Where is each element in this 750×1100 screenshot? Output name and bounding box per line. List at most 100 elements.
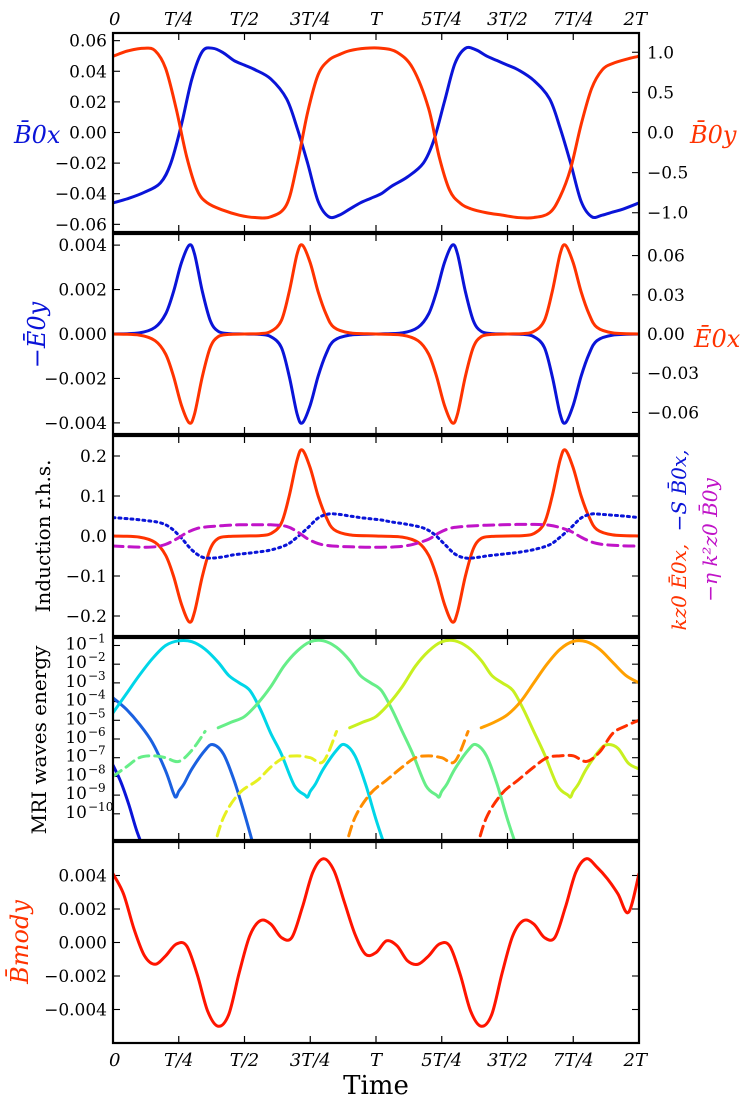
y-tick-label: 10 bbox=[65, 765, 87, 785]
panel-frame bbox=[111, 636, 641, 842]
y-tick-label-right: 0.06 bbox=[647, 247, 685, 267]
y-tick-label: 0.002 bbox=[58, 281, 107, 301]
series-line bbox=[113, 763, 142, 840]
eta-k-b0y-label: −η k²z0 B̄0y bbox=[697, 478, 722, 602]
panel-3: 0.2 0.1 0.0 −0.1 −0.2 bbox=[66, 434, 641, 638]
panel-1-ylabel-right: B̄0y bbox=[689, 121, 737, 149]
y-tick-label: 10 bbox=[65, 672, 87, 692]
series-group bbox=[113, 45, 639, 220]
y-tick-label-right: −0.06 bbox=[647, 403, 699, 423]
x-tick-label: 5T/4 bbox=[421, 9, 462, 30]
y-tick-label: 0.004 bbox=[58, 236, 107, 256]
y-tick-label-right: 1.0 bbox=[647, 43, 674, 63]
y-tick-label: 0.02 bbox=[69, 93, 107, 113]
series-line bbox=[113, 243, 639, 425]
y-tick-label: −0.002 bbox=[44, 967, 107, 987]
plots: 0 T/4 T/2 3T/4 T 5T/4 3T/2 7T/4 2T 0.06 0.04 0.02 0.… bbox=[44, 9, 699, 1071]
y-tick-label: 0.04 bbox=[69, 62, 107, 82]
b0y-label: B̄0y bbox=[689, 121, 737, 149]
y-tick-label: 0.000 bbox=[58, 325, 107, 345]
x-tick-label: 2T bbox=[623, 9, 649, 30]
y-tick-exponent: −8 bbox=[88, 762, 106, 776]
series-line bbox=[113, 448, 639, 624]
y-tick-label: 0.0 bbox=[80, 527, 107, 547]
y-tick-label: −0.04 bbox=[55, 185, 107, 205]
kz0-e0x-label: kz0 Ē0x, bbox=[667, 544, 691, 631]
time-axis-label: Time bbox=[343, 1071, 409, 1100]
series-group bbox=[113, 857, 639, 1028]
panel-frame bbox=[111, 31, 641, 234]
y-tick-label: 0.004 bbox=[58, 867, 107, 887]
y-tick-label: 10 bbox=[65, 728, 87, 748]
e0y-label: −Ē0y bbox=[23, 301, 51, 368]
sb0x-label: −S B̄0x, bbox=[666, 450, 691, 532]
y-tick-exponent: −2 bbox=[88, 650, 106, 664]
series-line bbox=[113, 46, 639, 220]
b0x-label: B̄0x bbox=[13, 121, 61, 149]
bmody-label: B̄mody bbox=[6, 900, 34, 985]
induction-label: Induction r.h.s. bbox=[31, 460, 55, 613]
panel-frame bbox=[111, 840, 641, 1045]
panel-1: 0 T/4 T/2 3T/4 T 5T/4 3T/2 7T/4 2T 0.06 0.04 0.02 0.… bbox=[55, 9, 688, 235]
x-tick-label: 3T/4 bbox=[290, 9, 331, 30]
panel-frame bbox=[111, 434, 641, 638]
x-tick-label: T/4 bbox=[164, 1050, 194, 1071]
series-line bbox=[479, 639, 639, 730]
series-line bbox=[113, 730, 207, 778]
y-tick-label: 10 bbox=[65, 784, 87, 804]
y-tick-label: 0.06 bbox=[69, 32, 107, 52]
y-tick-exponent: −6 bbox=[88, 725, 106, 739]
x-tick-label: T bbox=[370, 1050, 384, 1071]
e0x-label: Ē0x bbox=[693, 325, 741, 353]
y-tick-label: 0.1 bbox=[80, 487, 107, 507]
series-line bbox=[477, 718, 639, 840]
series-group bbox=[113, 243, 639, 425]
y-tick-label: 0.2 bbox=[80, 447, 107, 467]
y-tick-label-right: 0.00 bbox=[647, 325, 685, 345]
y-tick-label-right: −0.03 bbox=[647, 364, 699, 384]
panel-4: 10 −110 −210 −310 −410 −510 −610 −710 −810 −910 −1… bbox=[65, 631, 641, 842]
y-tick-label: 10 bbox=[65, 709, 87, 729]
series-group bbox=[113, 448, 639, 624]
y-tick-label: 0.000 bbox=[58, 934, 107, 954]
x-tick-label: T/2 bbox=[230, 1050, 260, 1071]
panel-5: 0 T/4 T/2 3T/4 T 5T/4 3T/2 7T/4 2T 0.004 0.002 0.00… bbox=[44, 840, 649, 1071]
x-tick-label: T/4 bbox=[164, 9, 194, 30]
x-tick-label: 0 bbox=[109, 1050, 120, 1071]
series-line bbox=[216, 638, 516, 840]
y-tick-exponent: −10 bbox=[88, 800, 113, 814]
y-tick-exponent: −1 bbox=[88, 631, 106, 645]
y-tick-label: −0.004 bbox=[44, 414, 107, 434]
y-tick-label: 10 bbox=[65, 803, 87, 823]
y-tick-label-right: 0.5 bbox=[647, 83, 674, 103]
y-tick-label: 10 bbox=[65, 634, 87, 654]
svg-text:kz0 Ē0x, −S B̄0x,: kz0 Ē0x, −S B̄0x, bbox=[666, 450, 691, 631]
y-tick-label-right: 0.03 bbox=[647, 286, 685, 306]
y-tick-label: −0.02 bbox=[55, 154, 107, 174]
x-tick-label: T bbox=[370, 9, 384, 30]
y-tick-label: 10 bbox=[65, 691, 87, 711]
y-tick-label: −0.004 bbox=[44, 1001, 107, 1021]
induction-legend-label: kz0 Ē0x, −S B̄0x, −η k²z0 B̄0y bbox=[666, 450, 722, 631]
x-tick-label: 7T/4 bbox=[553, 1050, 594, 1071]
y-tick-label: −0.2 bbox=[66, 607, 107, 627]
y-tick-label-right: −0.5 bbox=[647, 164, 688, 184]
x-tick-label: 5T/4 bbox=[421, 1050, 462, 1071]
series-group bbox=[113, 638, 639, 840]
x-tick-label: 0 bbox=[109, 9, 120, 30]
x-tick-label: 3T/2 bbox=[487, 9, 528, 30]
mri-energy-label: MRI waves energy bbox=[27, 645, 51, 835]
x-tick-label: 3T/2 bbox=[487, 1050, 528, 1071]
series-line bbox=[113, 512, 639, 560]
series-line bbox=[113, 857, 639, 1028]
y-tick-exponent: −5 bbox=[88, 706, 106, 720]
y-tick-label: −0.06 bbox=[55, 215, 107, 235]
panel-2: 0.004 0.002 0.000 −0.002 −0.004 0.06 0.03 0.00 −… bbox=[44, 232, 699, 436]
x-tick-label: 7T/4 bbox=[553, 9, 594, 30]
series-line bbox=[214, 730, 339, 840]
x-tick-label: 2T bbox=[623, 1050, 649, 1071]
panel-frame bbox=[111, 232, 641, 436]
y-tick-label-right: −1.0 bbox=[647, 204, 688, 224]
y-tick-label-right: 0.0 bbox=[647, 124, 674, 144]
